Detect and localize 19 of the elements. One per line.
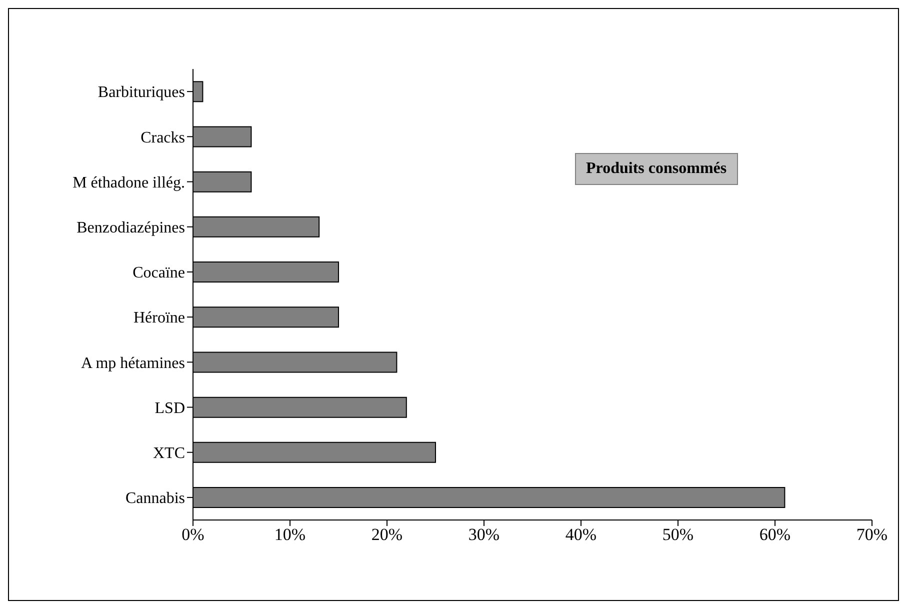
y-tick-label: Cracks xyxy=(140,129,185,146)
x-tick-label: 40% xyxy=(565,525,597,544)
y-tick-label: Héroïne xyxy=(133,310,185,327)
x-tick-label: 30% xyxy=(468,525,500,544)
x-tick-label: 10% xyxy=(274,525,306,544)
y-tick-label: Barbituriques xyxy=(98,84,185,102)
y-tick-label: LSD xyxy=(154,400,185,417)
x-tick-label: 50% xyxy=(662,525,694,544)
x-tick-label: 60% xyxy=(759,525,791,544)
x-tick-label: 70% xyxy=(856,525,888,544)
y-tick-label: Cocaïne xyxy=(132,264,185,282)
text: Produits consommés xyxy=(575,153,738,185)
x-tick-label: 0% xyxy=(182,525,204,544)
y-tick-label: Cannabis xyxy=(125,490,185,508)
y-tick-label: Benzodiazépines xyxy=(76,220,185,237)
x-tick-label: 20% xyxy=(371,525,403,544)
y-tick-label: XTC xyxy=(153,445,185,462)
y-tick-label: M éthadone illég. xyxy=(72,174,185,192)
y-tick-label: A mp hétamines xyxy=(81,354,185,372)
